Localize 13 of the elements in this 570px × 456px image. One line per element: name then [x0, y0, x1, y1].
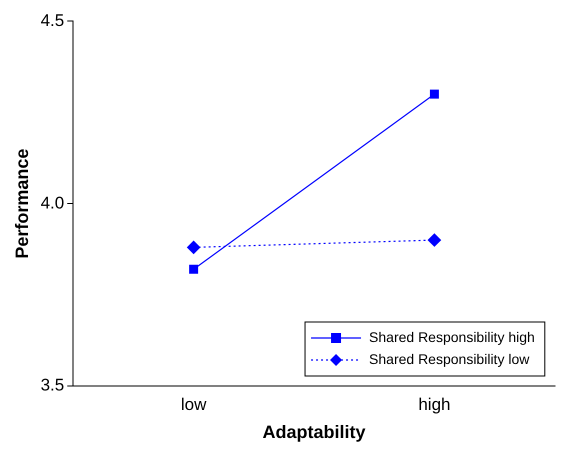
x-axis-title: Adaptability: [262, 422, 366, 442]
y-tick-label: 4.0: [40, 193, 64, 212]
x-tick-label: low: [180, 394, 208, 414]
legend-label: Shared Responsibility high: [369, 328, 535, 345]
point: [430, 90, 439, 99]
point: [428, 233, 442, 247]
y-tick-label: 3.5: [40, 376, 64, 395]
x-tick-label: high: [418, 394, 450, 414]
y-axis-title: Performance: [12, 148, 32, 259]
point: [187, 240, 200, 254]
legend-label: Shared Responsibility low: [369, 350, 530, 367]
y-tick-label: 4.5: [40, 10, 64, 30]
point: [189, 264, 198, 274]
